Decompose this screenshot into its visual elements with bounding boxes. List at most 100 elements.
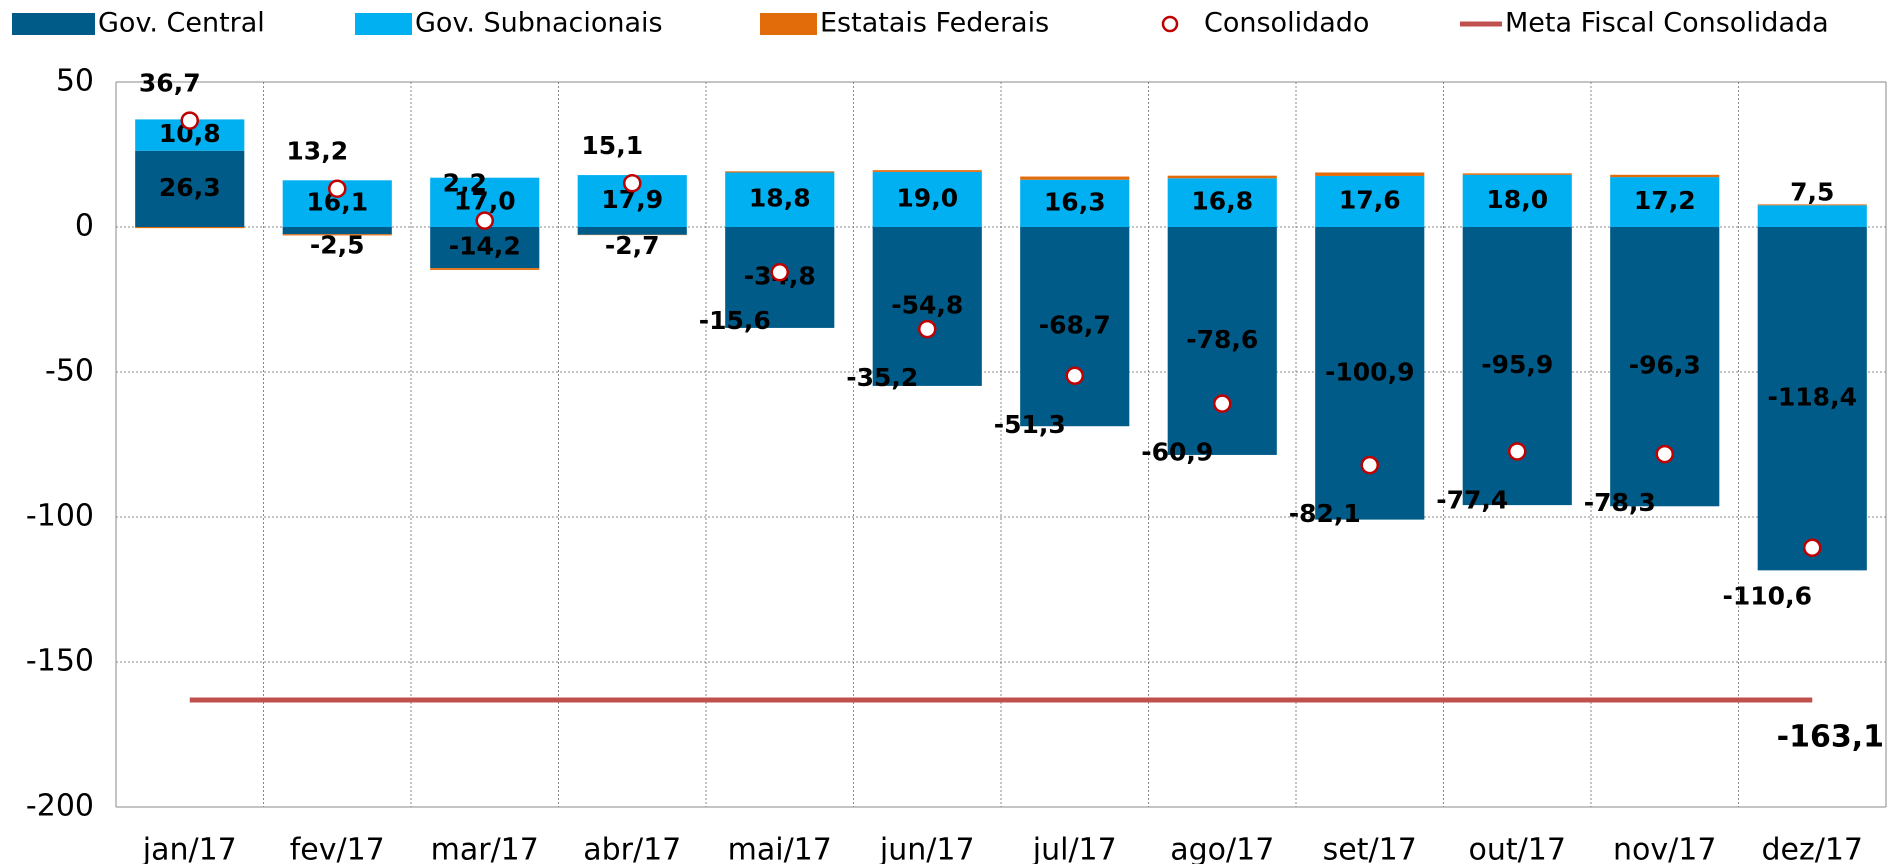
bar-segment xyxy=(1462,174,1572,227)
x-tick-label: jan/17 xyxy=(142,833,237,864)
line-value-label: -163,1 xyxy=(1777,719,1884,754)
x-tick-label: mai/17 xyxy=(728,833,832,864)
legend-label: Gov. Subnacionais xyxy=(415,8,663,39)
bar-segment xyxy=(1757,204,1867,206)
bar-segment xyxy=(1610,174,1720,178)
bar-value-label: 16,8 xyxy=(1191,187,1253,216)
x-tick-label: set/17 xyxy=(1323,833,1417,864)
y-tick-label: -50 xyxy=(45,354,94,389)
bar-segment xyxy=(1167,227,1277,455)
point xyxy=(1360,455,1379,475)
bar-value-label: 17,2 xyxy=(1634,186,1696,215)
legend-label: Estatais Federais xyxy=(820,8,1049,39)
point xyxy=(1213,394,1232,413)
point-value-label: 36,7 xyxy=(139,69,201,98)
bar-segment xyxy=(282,227,392,235)
bar-segment xyxy=(430,227,540,269)
bar-segment xyxy=(725,172,835,227)
x-tick-label: jul/17 xyxy=(1032,833,1117,864)
point xyxy=(770,262,789,282)
bar-value-label: -2,7 xyxy=(605,231,660,260)
bar-segment xyxy=(135,150,245,227)
point xyxy=(475,211,494,230)
bar-segment xyxy=(872,170,982,172)
x-tick-label: nov/17 xyxy=(1613,833,1716,864)
bar-segment xyxy=(1020,227,1130,427)
x-tick-label: ago/17 xyxy=(1170,833,1274,864)
legend-marker xyxy=(12,13,95,35)
point-value-label: -60,9 xyxy=(1141,438,1213,467)
point-value-label: 15,1 xyxy=(581,131,643,160)
point-value-label: -77,4 xyxy=(1436,485,1508,514)
y-tick-label: 50 xyxy=(56,64,94,99)
bar-segment xyxy=(282,234,392,236)
bar-segment xyxy=(1020,176,1130,180)
bar-value-label: -2,5 xyxy=(310,230,365,259)
bar-value-label: -118,4 xyxy=(1768,383,1857,412)
bar-value-label: 18,8 xyxy=(749,184,811,213)
point-value-label: 2,2 xyxy=(443,169,487,198)
point-value-label: 13,2 xyxy=(286,137,348,166)
bar-value-label: -68,7 xyxy=(1039,311,1111,340)
point xyxy=(1508,442,1527,461)
bar-value-label: 7,5 xyxy=(1790,177,1834,206)
bar-value-label: 17,6 xyxy=(1339,185,1401,214)
bar-segment xyxy=(1020,179,1130,227)
bar-value-label: -54,8 xyxy=(891,290,963,319)
bar-value-label: 19,0 xyxy=(896,183,958,212)
bar-value-label: 16,3 xyxy=(1044,187,1106,216)
point-value-label: -82,1 xyxy=(1289,499,1361,528)
point xyxy=(918,319,937,339)
y-tick-label: -100 xyxy=(26,499,94,534)
bar-segment xyxy=(1757,205,1867,227)
bar-segment xyxy=(872,227,982,386)
point-value-label: -35,2 xyxy=(846,363,918,392)
x-tick-label: fev/17 xyxy=(290,833,385,864)
point xyxy=(1655,444,1674,464)
bar-value-label: -95,9 xyxy=(1481,350,1553,379)
point xyxy=(1065,366,1084,386)
legend-marker xyxy=(355,13,412,35)
point-value-label: -110,6 xyxy=(1723,582,1812,611)
bar-segment xyxy=(1462,173,1572,175)
legend-label: Consolidado xyxy=(1204,8,1369,39)
y-tick-label: -150 xyxy=(26,644,94,679)
bar-segment xyxy=(135,227,245,229)
bar-segment xyxy=(872,171,982,227)
bar-value-label: 17,0 xyxy=(454,186,516,215)
point-value-label: -51,3 xyxy=(994,410,1066,439)
point xyxy=(180,111,199,130)
bar-segment xyxy=(430,268,540,270)
bar-value-label: 18,0 xyxy=(1486,185,1548,214)
x-tick-label: jun/17 xyxy=(879,833,975,864)
bar-segment xyxy=(1610,177,1720,227)
point xyxy=(1803,538,1822,557)
bar-segment xyxy=(577,227,687,235)
bar-value-label: -14,2 xyxy=(449,232,521,261)
legend-marker xyxy=(1161,15,1179,33)
x-tick-label: abr/17 xyxy=(583,833,681,864)
x-tick-label: mar/17 xyxy=(431,833,539,864)
bar-segment xyxy=(1315,172,1425,176)
bar-value-label: -100,9 xyxy=(1325,357,1414,386)
bar-value-label: -96,3 xyxy=(1629,351,1701,380)
point xyxy=(623,173,642,193)
legend-label: Meta Fiscal Consolidada xyxy=(1505,8,1829,39)
point-value-label: -78,3 xyxy=(1584,488,1656,517)
y-tick-label: -200 xyxy=(26,789,94,824)
bar-segment xyxy=(1315,175,1425,227)
x-tick-label: out/17 xyxy=(1469,833,1566,864)
point-value-label: -15,6 xyxy=(699,306,771,335)
bar-value-label: 26,3 xyxy=(159,173,221,202)
bar-value-label: -78,6 xyxy=(1186,325,1258,354)
point xyxy=(328,179,347,198)
legend-marker xyxy=(760,13,817,35)
y-tick-label: 0 xyxy=(75,209,94,244)
bar-segment xyxy=(725,171,835,173)
bar-segment xyxy=(1167,175,1277,179)
bar-segment xyxy=(1757,227,1867,571)
legend-label: Gov. Central xyxy=(98,8,265,39)
x-tick-label: dez/17 xyxy=(1761,833,1863,864)
